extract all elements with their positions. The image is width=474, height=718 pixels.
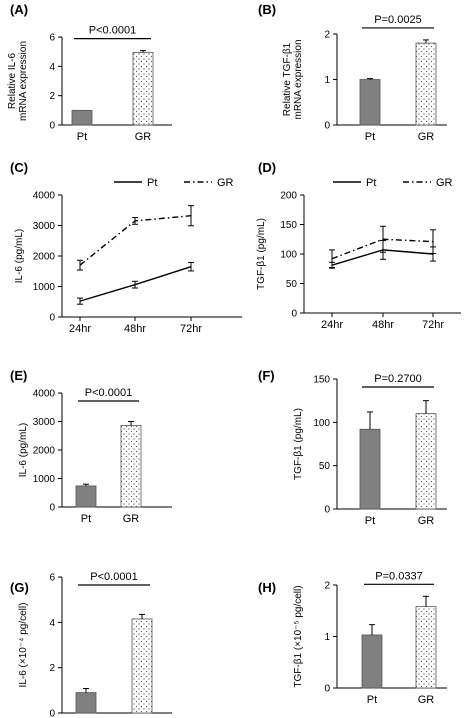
y-axis-label: mRNA expression — [18, 41, 29, 121]
y-axis-label: IL-6 (×10⁻⁴ pg/cell) — [18, 603, 29, 688]
y-tick-label: 2 — [324, 581, 330, 592]
panel-f: (F) 0 50 100 150 TGF-β1 (pg/mL) Pt GR P=0.2700 — [258, 368, 447, 527]
y-tick-label: 1000 — [33, 282, 56, 293]
panel-e: (E) 0 1000 2000 3000 4000 IL-6 (pg/mL) Pt GR P<0.… — [10, 368, 172, 525]
bar-gr — [131, 618, 153, 714]
y-axis-label: IL-6 (pg/mL) — [14, 229, 25, 283]
y-tick-label: 0 — [324, 684, 330, 695]
y-axis-label: Relative IL-6 — [7, 52, 18, 109]
y-tick-label: 200 — [280, 191, 297, 202]
y-tick-label: 0 — [49, 503, 55, 514]
panel-label: (B) — [258, 2, 276, 17]
y-tick-label: 2000 — [33, 252, 56, 263]
x-tick-label: Pt — [77, 131, 87, 143]
x-tick-label: 48hr — [372, 319, 394, 331]
y-tick-label: 1 — [324, 75, 330, 86]
panel-label: (C) — [10, 160, 28, 175]
x-tick-label: GR — [418, 515, 435, 527]
y-tick-label: 6 — [49, 573, 55, 584]
bar-gr — [415, 413, 437, 510]
p-value: P<0.0001 — [89, 25, 136, 37]
x-tick-label: Pt — [365, 131, 375, 143]
x-tick-label: GR — [123, 513, 140, 525]
y-tick-label: 50 — [286, 279, 298, 290]
panel-h: (H) 0 1 2 TGF-β1 (×10⁻⁵ pg/cell) Pt GR P=0.0337 — [258, 570, 447, 706]
y-tick-label: 4000 — [33, 191, 56, 202]
panel-label: (G) — [10, 580, 29, 595]
x-tick-label: 72hr — [422, 319, 444, 331]
y-axis-label: TGF-β1 (pg/mL) — [256, 218, 267, 290]
y-tick-label: 4 — [49, 618, 55, 629]
bar-pt — [75, 692, 97, 714]
x-tick-label: GR — [418, 131, 435, 143]
y-tick-label: 0 — [291, 309, 297, 320]
panel-d: (D) 0 50 100 150 200 TGF-β1 (pg/mL) 24hr 48hr 72h… — [256, 160, 461, 331]
x-tick-label: Pt — [81, 513, 91, 525]
y-tick-label: 150 — [280, 220, 297, 231]
y-axis-label: TGF-β1 (pg/mL) — [293, 408, 304, 480]
y-tick-label: 0 — [49, 121, 55, 132]
legend-label: Pt — [366, 177, 376, 189]
x-tick-label: 24hr — [69, 323, 91, 335]
x-tick-label: Pt — [365, 515, 375, 527]
y-axis-label: Relative TGF-β1 — [282, 42, 293, 116]
y-tick-label: 0 — [49, 709, 55, 718]
y-axis-label: TGF-β1 (×10⁻⁵ pg/cell) — [293, 585, 304, 687]
y-tick-label: 2 — [49, 663, 55, 674]
legend-label: GR — [217, 177, 234, 189]
bar-gr — [415, 42, 437, 126]
y-tick-label: 50 — [319, 461, 331, 472]
bar-pt — [71, 109, 93, 126]
y-tick-label: 3000 — [33, 417, 56, 428]
y-tick-label: 4000 — [33, 389, 56, 400]
y-tick-label: 0 — [324, 121, 330, 132]
y-tick-label: 6 — [49, 33, 55, 44]
panel-b: (B) 0 1 2 Relative TGF-β1 mRNA expression Pt GR… — [258, 2, 447, 143]
panel-label: (F) — [258, 368, 275, 383]
y-axis-label: IL-6 (pg/mL) — [18, 423, 29, 477]
y-tick-label: 0 — [49, 313, 55, 324]
x-tick-label: GR — [135, 131, 152, 143]
legend-label: Pt — [147, 177, 157, 189]
y-tick-label: 2 — [49, 91, 55, 102]
x-tick-label: GR — [418, 694, 435, 706]
y-tick-label: 100 — [280, 250, 297, 261]
bar-pt — [359, 428, 381, 510]
y-tick-label: 150 — [313, 375, 330, 386]
panel-c: (C) 0 1000 2000 3000 4000 IL-6 (pg/mL) 24hr 48hr… — [10, 160, 242, 335]
x-tick-label: Pt — [367, 694, 377, 706]
panel-label: (D) — [258, 160, 276, 175]
bar-gr — [132, 52, 154, 126]
y-tick-label: 2 — [324, 30, 330, 41]
bar-gr — [120, 425, 142, 508]
panel-label: (H) — [258, 580, 276, 595]
y-axis-label: mRNA expression — [293, 39, 304, 119]
panel-label: (A) — [10, 2, 28, 17]
bar-pt — [75, 485, 97, 508]
legend-label: GR — [436, 177, 453, 189]
y-tick-label: 2000 — [33, 446, 56, 457]
x-tick-label: 72hr — [180, 323, 202, 335]
p-value: P<0.0001 — [85, 387, 132, 399]
x-tick-label: 48hr — [124, 323, 146, 335]
bar-gr — [415, 606, 437, 689]
p-value: P<0.0001 — [90, 571, 137, 583]
p-value: P=0.0025 — [374, 14, 421, 26]
y-tick-label: 100 — [313, 418, 330, 429]
bar-pt — [359, 79, 381, 126]
y-tick-label: 4 — [49, 62, 55, 73]
y-tick-label: 0 — [324, 505, 330, 516]
y-tick-label: 1 — [324, 632, 330, 643]
p-value: P=0.0337 — [375, 570, 422, 582]
x-tick-label: 24hr — [321, 319, 343, 331]
y-tick-label: 3000 — [33, 221, 56, 232]
panel-label: (E) — [10, 368, 27, 383]
y-tick-label: 1000 — [33, 474, 56, 485]
p-value: P=0.2700 — [374, 373, 421, 385]
panel-a: (A) 0 2 4 6 Relative IL-6 mRNA expression Pt GR P… — [7, 2, 172, 143]
bar-pt — [361, 634, 383, 689]
